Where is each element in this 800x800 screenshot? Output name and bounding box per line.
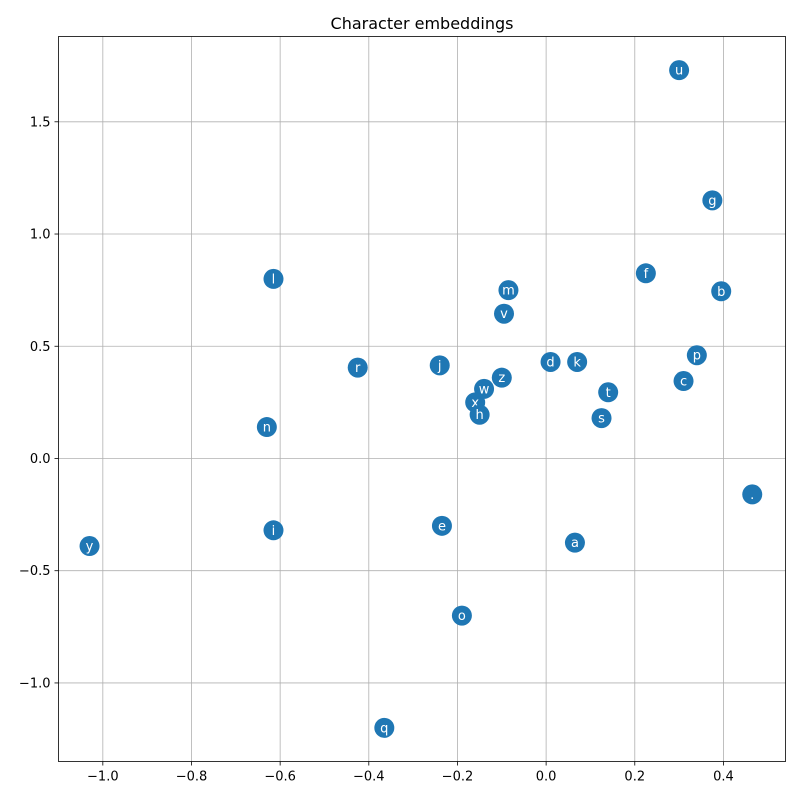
point-marker-q — [374, 717, 395, 738]
point-label-p: p — [693, 349, 701, 364]
point-marker-j — [429, 355, 450, 376]
point-marker-c — [673, 371, 694, 392]
point-label-i: i — [272, 524, 276, 539]
point-marker-v — [494, 303, 515, 324]
point-label-period: . — [750, 488, 754, 503]
point-marker-n — [256, 417, 277, 438]
y-tick-label: 1.0 — [30, 228, 51, 243]
point-label-z: z — [498, 371, 505, 386]
point-label-n: n — [263, 421, 271, 436]
point-label-g: g — [708, 194, 716, 209]
point-marker-r — [347, 357, 368, 378]
point-label-l: l — [272, 272, 276, 287]
x-tick-label: −0.8 — [176, 770, 208, 785]
x-tick-label: 0.4 — [713, 770, 734, 785]
point-label-k: k — [573, 355, 581, 370]
x-tick-label: 0.2 — [624, 770, 645, 785]
x-tick-label: −0.4 — [353, 770, 385, 785]
point-label-f: f — [644, 267, 649, 282]
x-tick-label: −1.0 — [87, 770, 119, 785]
point-marker-d — [540, 351, 561, 372]
point-marker-m — [498, 280, 519, 301]
point-marker-g — [702, 190, 723, 211]
point-label-u: u — [675, 64, 683, 79]
point-label-x: x — [471, 396, 479, 411]
y-tick-label: 0.5 — [30, 340, 51, 355]
plot-area-frame — [58, 36, 786, 762]
point-marker-t — [598, 382, 619, 403]
point-label-r: r — [355, 361, 361, 376]
chart-title: Character embeddings — [331, 14, 514, 33]
point-label-h: h — [476, 408, 484, 423]
point-label-y: y — [86, 540, 94, 555]
point-marker-e — [431, 515, 452, 536]
point-marker-f — [635, 263, 656, 284]
point-marker-y — [79, 536, 100, 557]
x-axis: −1.0 −0.8 −0.6 −0.4 −0.2 0.0 0.2 0.4 — [87, 761, 734, 785]
point-marker-p — [686, 345, 707, 366]
point-marker-z — [491, 367, 512, 388]
point-label-t: t — [606, 386, 611, 401]
point-label-c: c — [680, 375, 687, 390]
x-tick-label: −0.6 — [264, 770, 296, 785]
point-marker-i — [263, 520, 284, 541]
point-label-w: w — [479, 382, 490, 397]
point-label-b: b — [717, 285, 725, 300]
grid — [58, 36, 786, 762]
x-tick-label: −0.2 — [442, 770, 474, 785]
point-label-m: m — [502, 284, 515, 299]
point-marker-s — [591, 408, 612, 429]
point-marker-b — [711, 281, 732, 302]
point-marker-h — [469, 404, 490, 425]
y-tick-label: −0.5 — [19, 564, 51, 579]
point-marker-l — [263, 268, 284, 289]
point-label-a: a — [571, 536, 579, 551]
data-points: u g f l b mv p d k j r z c w t xh s n. e i a y o q — [79, 60, 763, 738]
point-marker-o — [451, 605, 472, 626]
point-marker-period — [742, 484, 763, 505]
x-tick-label: 0.0 — [536, 770, 557, 785]
point-label-v: v — [500, 307, 508, 322]
y-tick-label: −1.0 — [19, 676, 51, 691]
point-label-o: o — [458, 609, 466, 624]
y-tick-label: 0.0 — [30, 452, 51, 467]
point-marker-k — [567, 351, 588, 372]
point-label-e: e — [438, 519, 446, 534]
point-label-d: d — [546, 355, 554, 370]
y-tick-label: 1.5 — [30, 115, 51, 130]
point-label-s: s — [598, 412, 605, 427]
point-marker-u — [669, 60, 690, 81]
point-marker-a — [564, 532, 585, 553]
point-label-q: q — [380, 721, 388, 736]
y-axis: −1.0 −0.5 0.0 0.5 1.0 1.5 — [19, 115, 59, 691]
point-label-j: j — [437, 359, 442, 374]
